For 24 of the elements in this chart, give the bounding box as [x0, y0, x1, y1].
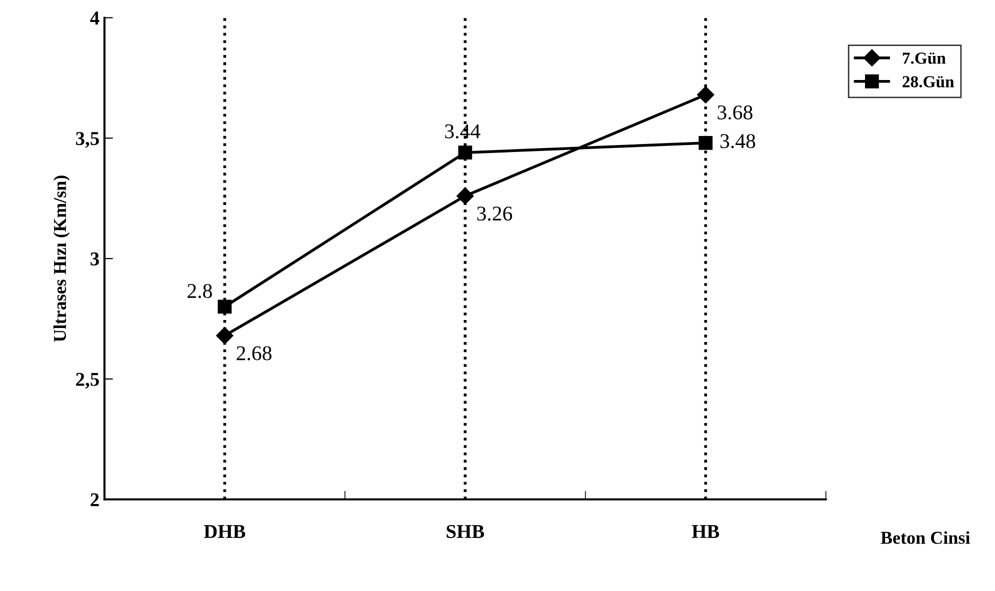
y-axis-title: Ultrases Hızı (Km/sn) — [53, 176, 70, 342]
point — [697, 86, 714, 104]
x-tick-label: HB — [692, 525, 720, 538]
y-tick-label: 3,5 — [76, 132, 99, 148]
point — [216, 327, 234, 344]
data-label: 2.8 — [188, 284, 212, 298]
legend-label: 7.Gün — [902, 52, 946, 64]
x-axis-title: Beton Cinsi — [880, 531, 970, 544]
legend-label: 28.Gün — [902, 76, 954, 88]
data-label: 3.44 — [445, 124, 480, 138]
data-label: 2.68 — [236, 346, 272, 360]
data-label: 3.26 — [477, 206, 512, 221]
x-tick-label: DHB — [204, 525, 246, 538]
data-label: 3.68 — [718, 105, 752, 120]
y-tick-label: 4 — [90, 12, 100, 24]
point — [458, 146, 472, 160]
point — [218, 300, 232, 314]
x-tick-label: SHB — [446, 525, 484, 538]
point — [456, 187, 474, 204]
y-tick-label: 3 — [90, 252, 99, 266]
y-tick-label: 2 — [90, 493, 99, 506]
point — [698, 136, 713, 150]
data-label: 3.48 — [720, 134, 756, 148]
y-tick-label: 2,5 — [76, 372, 99, 389]
